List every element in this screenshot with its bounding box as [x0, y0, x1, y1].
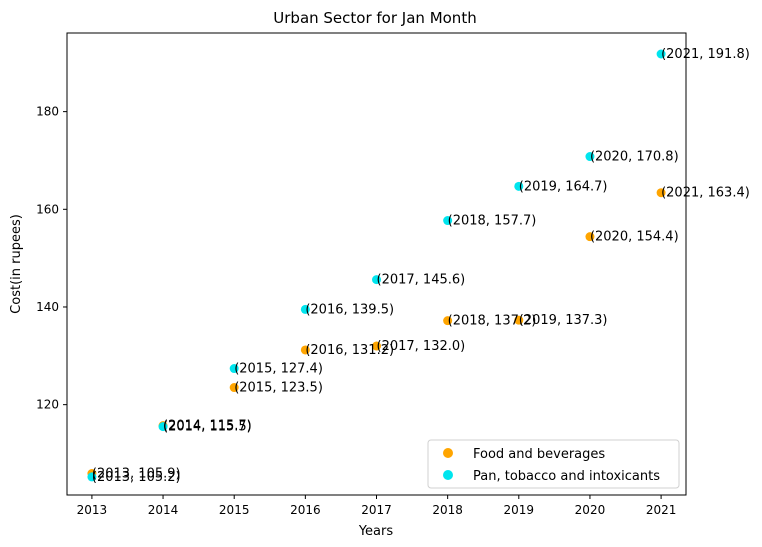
data-label-pan-tobacco-and-intoxicants: (2016, 139.5): [305, 302, 394, 317]
data-label-food-and-beverages: (2018, 137.2): [448, 314, 537, 329]
data-label-pan-tobacco-and-intoxicants: (2015, 127.4): [234, 362, 323, 377]
data-point-pan-tobacco-and-intoxicants: [656, 49, 666, 59]
x-tick-label: 2020: [575, 503, 606, 517]
data-points: [87, 49, 666, 482]
legend-marker-pan-tobacco-and-intoxicants: [443, 470, 453, 480]
data-labels: (2013, 105.9) (2014, 115.7) (2015, 123.5) (…: [92, 47, 750, 485]
legend-label-pan-tobacco-and-intoxicants: Pan, tobacco and intoxicants: [473, 469, 660, 484]
legend-box: [427, 439, 680, 489]
x-tick-label: 2017: [361, 503, 392, 517]
data-label-pan-tobacco-and-intoxicants: (2014, 115.5): [163, 420, 252, 435]
y-tick-label: 140: [36, 300, 59, 314]
x-tick-label: 2014: [148, 503, 179, 517]
data-point-pan-tobacco-and-intoxicants: [87, 472, 97, 482]
data-point-pan-tobacco-and-intoxicants: [585, 152, 595, 162]
data-point-food-and-beverages: [372, 341, 381, 351]
data-point-food-and-beverages: [656, 188, 666, 198]
data-label-pan-tobacco-and-intoxicants: (2019, 164.7): [519, 179, 608, 194]
data-point-pan-tobacco-and-intoxicants: [443, 216, 453, 226]
data-point-pan-tobacco-and-intoxicants: [300, 304, 310, 314]
x-axis-label: Years: [358, 524, 394, 539]
data-label-pan-tobacco-and-intoxicants: (2020, 170.8): [590, 150, 679, 165]
data-point-food-and-beverages: [443, 316, 453, 326]
legend-label-food-and-beverages: Food and beverages: [473, 447, 605, 462]
x-tick-label: 2021: [646, 503, 677, 517]
data-point-pan-tobacco-and-intoxicants: [229, 364, 239, 374]
y-axis: 120 140 160 180: [36, 105, 67, 412]
data-label-pan-tobacco-and-intoxicants: (2013, 105.2): [92, 470, 181, 485]
data-label-food-and-beverages: (2013, 105.9): [92, 467, 181, 482]
x-tick-label: 2019: [504, 503, 535, 517]
data-point-food-and-beverages: [514, 315, 524, 325]
data-point-pan-tobacco-and-intoxicants: [514, 181, 524, 191]
x-tick-label: 2018: [432, 503, 463, 517]
data-point-food-and-beverages: [585, 232, 595, 242]
data-point-pan-tobacco-and-intoxicants: [372, 275, 381, 285]
y-tick-label: 120: [36, 398, 59, 412]
y-axis-label: Cost(in rupees): [9, 214, 24, 314]
data-label-pan-tobacco-and-intoxicants: (2021, 191.8): [661, 47, 750, 62]
x-tick-label: 2013: [77, 503, 108, 517]
y-tick-label: 160: [36, 202, 59, 216]
data-label-pan-tobacco-and-intoxicants: (2017, 145.6): [377, 273, 466, 288]
data-label-food-and-beverages: (2014, 115.7): [163, 419, 252, 434]
data-point-food-and-beverages: [300, 345, 310, 355]
data-label-pan-tobacco-and-intoxicants: (2018, 157.7): [448, 214, 537, 229]
legend: Food and beverages Pan, tobacco and into…: [427, 439, 680, 489]
data-label-food-and-beverages: (2015, 123.5): [234, 381, 323, 396]
data-label-food-and-beverages: (2016, 131.2): [305, 343, 394, 358]
chart-title: Urban Sector for Jan Month: [273, 9, 476, 27]
data-label-food-and-beverages: (2019, 137.3): [519, 313, 608, 328]
data-label-food-and-beverages: (2017, 132.0): [377, 339, 466, 354]
data-point-food-and-beverages: [229, 383, 239, 393]
x-tick-label: 2015: [219, 503, 250, 517]
legend-marker-food-and-beverages: [443, 448, 453, 458]
data-point-pan-tobacco-and-intoxicants: [158, 422, 168, 432]
x-tick-label: 2016: [290, 503, 321, 517]
data-label-food-and-beverages: (2021, 163.4): [661, 186, 750, 201]
y-tick-label: 180: [36, 105, 59, 119]
x-axis: 2013 2014 2015 2016 2017 2018 2019 2020 2021: [77, 495, 677, 517]
data-label-food-and-beverages: (2020, 154.4): [590, 230, 679, 245]
